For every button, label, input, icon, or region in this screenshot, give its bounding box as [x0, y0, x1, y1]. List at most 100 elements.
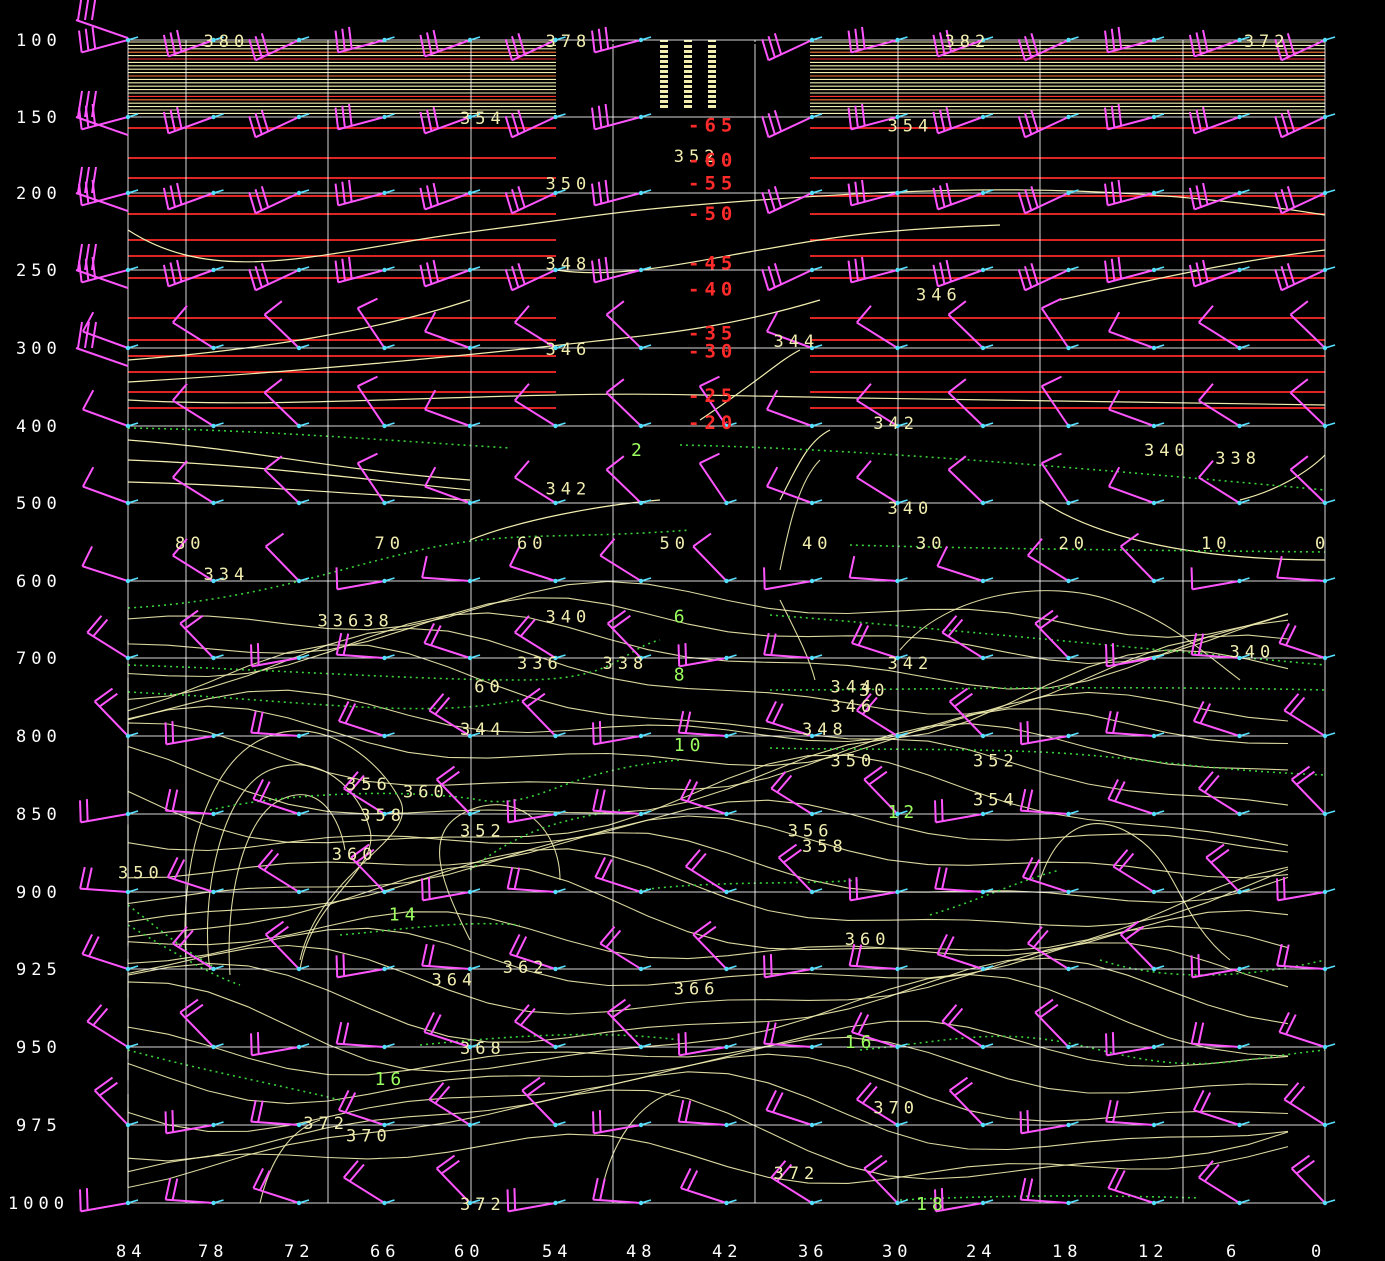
temperature-labels: -65 -60-55 -50 -45 -40 -35-30 -25 -20	[688, 115, 737, 435]
column-marker	[660, 60, 668, 63]
theta-contour	[1039, 823, 1231, 961]
barb-arrow	[469, 499, 481, 504]
barb-arrow	[640, 189, 652, 194]
barb-arrow	[1153, 344, 1165, 349]
barb-feather	[766, 311, 779, 333]
barb-arrow	[811, 810, 823, 815]
barb-arrow	[1153, 113, 1165, 118]
wind-barb	[250, 1032, 310, 1057]
barb-shaft	[947, 313, 984, 349]
wind-barb	[86, 1004, 139, 1050]
barb-feather	[1197, 954, 1201, 977]
theta-contour-label: 350	[831, 751, 877, 771]
wind-barb	[82, 466, 139, 506]
barb-shaft	[263, 391, 300, 427]
wind-barb	[421, 943, 481, 972]
wind-barb	[1190, 954, 1250, 979]
wind-barb	[164, 1110, 224, 1135]
barb-arrow	[298, 965, 310, 970]
wind-barb	[172, 926, 224, 972]
theta-contour-label: 370	[873, 1098, 919, 1118]
barb-feather	[164, 1111, 168, 1134]
theta-contour-label: 354	[460, 109, 506, 129]
wind-barb	[936, 545, 994, 584]
barb-feather	[517, 263, 526, 285]
barb-feather	[611, 1003, 631, 1019]
rh-contour	[127, 427, 511, 449]
wind-barb	[164, 721, 224, 746]
wind-barb	[850, 1011, 908, 1050]
barb-feather	[79, 1189, 82, 1212]
barb-feather	[1278, 1011, 1290, 1033]
barb-arrow	[640, 1121, 652, 1126]
barb-shaft	[422, 576, 471, 582]
barb-feather	[166, 856, 179, 878]
barb-shaft	[424, 330, 471, 349]
wind-barb	[947, 378, 994, 429]
barb-arrow	[1153, 577, 1165, 582]
barb-feather	[854, 181, 859, 204]
barb-feather	[684, 1100, 692, 1123]
column-marker	[684, 65, 692, 68]
barb-arrow	[1068, 422, 1079, 427]
column-marker	[684, 95, 692, 98]
barb-feather	[1195, 109, 1202, 132]
barb-feather	[763, 632, 770, 655]
column-marker	[684, 80, 692, 83]
barb-feather	[938, 32, 946, 55]
barb-arrow	[213, 499, 224, 504]
temperature-contour-label: -55	[688, 172, 737, 194]
barb-feather	[1017, 191, 1026, 214]
barb-feather	[248, 191, 257, 214]
barb-shaft	[1040, 385, 1070, 427]
wind-barb	[599, 926, 652, 972]
barb-arrow	[384, 36, 395, 41]
barb-feather	[861, 103, 866, 126]
barb-feather	[84, 321, 90, 349]
barb-feather	[508, 545, 521, 567]
pressure-tick-label: 200	[16, 184, 62, 204]
barb-feather	[506, 1189, 510, 1212]
barb-feather	[847, 30, 853, 53]
time-tick-label: 36	[798, 1242, 828, 1261]
barb-feather	[84, 90, 90, 118]
barb-feather	[440, 770, 460, 786]
barb-feather	[934, 866, 941, 889]
wind-barb	[947, 455, 994, 506]
barb-feather	[932, 264, 939, 287]
barb-feather	[945, 259, 953, 282]
barb-shaft	[1289, 313, 1326, 349]
wind-barb	[79, 866, 139, 895]
pressure-tick-label: 700	[16, 649, 62, 669]
wind-barb	[419, 182, 481, 211]
barb-arrow	[897, 36, 908, 41]
barb-feather	[171, 721, 175, 744]
barb-arrow	[298, 888, 310, 893]
barb-feather	[599, 1178, 606, 1201]
barb-feather	[334, 183, 340, 206]
barb-feather	[1114, 1170, 1126, 1191]
pressure-tick-label: 950	[16, 1038, 62, 1058]
barb-feather	[176, 29, 183, 52]
wind-barb	[1198, 305, 1250, 351]
theta-contour-label: 344	[774, 332, 820, 352]
barb-feather	[1104, 107, 1109, 130]
barb-feather	[611, 614, 631, 630]
barb-feather	[521, 687, 541, 703]
theta-contour-label: 40	[802, 534, 832, 554]
barb-feather	[772, 1092, 784, 1113]
barb-feather	[684, 711, 692, 734]
barb-feather	[767, 188, 776, 211]
barb-feather	[1192, 1089, 1205, 1111]
barb-shaft	[356, 385, 386, 427]
barb-arrow	[1153, 499, 1165, 504]
wind-barb	[263, 300, 310, 351]
barb-feather	[605, 929, 622, 948]
barb-shaft	[172, 554, 215, 582]
barb-feather	[172, 926, 188, 945]
wind-barb	[1019, 721, 1079, 746]
theta-contour	[127, 1089, 1289, 1189]
barb-arrow	[897, 1043, 908, 1048]
wind-barb	[1019, 1110, 1079, 1135]
barb-arrow	[213, 732, 224, 737]
